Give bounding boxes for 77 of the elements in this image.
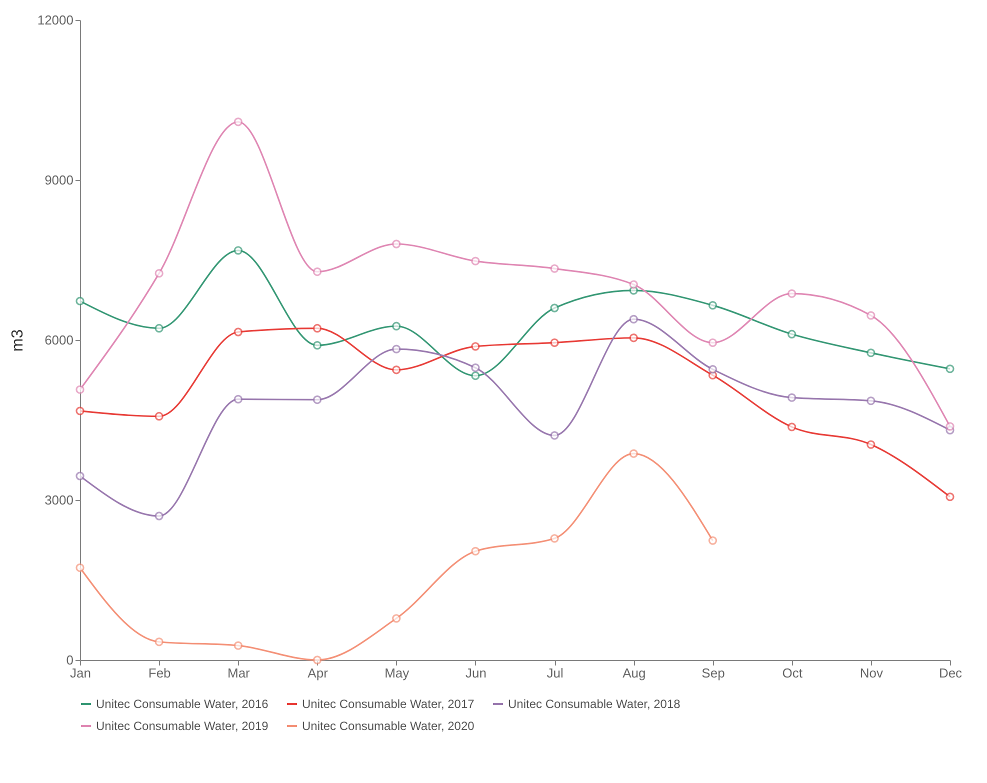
point <box>392 366 401 374</box>
point <box>708 338 718 347</box>
point <box>154 412 164 421</box>
point <box>312 656 322 664</box>
point <box>234 118 243 126</box>
point <box>154 512 164 520</box>
point <box>866 440 876 449</box>
point <box>946 492 954 502</box>
point <box>234 641 243 650</box>
point <box>866 396 876 406</box>
legend-label: Unitec Consumable Water, 2016 <box>96 697 269 711</box>
point <box>946 422 954 431</box>
point <box>392 322 401 330</box>
x-tick-label: Jul <box>546 666 564 680</box>
point <box>550 304 559 312</box>
x-tick-label: Jun <box>465 666 486 680</box>
legend-label: Unitec Consumable Water, 2019 <box>96 719 269 733</box>
point <box>866 348 876 358</box>
point <box>550 431 559 440</box>
point <box>392 614 401 623</box>
point <box>154 269 164 278</box>
x-tick-label: Dec <box>938 666 963 680</box>
y-axis-title: m3 <box>9 329 26 352</box>
point <box>946 364 954 374</box>
point <box>787 330 796 338</box>
point <box>787 422 796 432</box>
point <box>312 395 322 404</box>
point <box>708 301 718 310</box>
y-tick-label: 12000 <box>37 12 74 28</box>
point <box>550 534 559 543</box>
point <box>550 264 559 273</box>
point <box>708 536 718 545</box>
y-tick-label: 9000 <box>44 172 74 188</box>
point <box>392 344 401 354</box>
point <box>629 449 638 458</box>
point <box>392 240 401 248</box>
point <box>471 371 480 380</box>
y-tick-label: 3000 <box>44 492 74 508</box>
point <box>76 563 84 572</box>
point <box>471 363 480 372</box>
point <box>312 324 322 333</box>
point <box>234 246 243 255</box>
legend-label: Unitec Consumable Water, 2018 <box>508 697 681 711</box>
point <box>550 338 559 347</box>
point <box>76 385 84 394</box>
point <box>629 314 638 324</box>
x-tick-label: Sep <box>702 666 725 680</box>
x-tick-label: Aug <box>622 666 646 680</box>
point <box>76 472 84 480</box>
point <box>312 341 322 350</box>
point <box>234 394 243 404</box>
x-tick-label: May <box>384 666 410 680</box>
x-tick-label: Oct <box>782 666 803 680</box>
point <box>708 365 718 374</box>
point <box>866 311 876 320</box>
x-tick-label: Mar <box>227 666 251 680</box>
point <box>76 406 84 416</box>
y-tick-label: 0 <box>66 652 74 668</box>
point <box>629 334 638 342</box>
point <box>471 546 480 556</box>
point <box>471 342 480 351</box>
point <box>471 256 480 266</box>
x-tick-label: Jan <box>70 666 91 680</box>
x-tick-label: Apr <box>308 666 329 680</box>
point <box>312 267 322 276</box>
legend-label: Unitec Consumable Water, 2020 <box>302 719 475 733</box>
point <box>787 289 796 298</box>
x-tick-label: Feb <box>148 666 171 680</box>
point <box>154 324 164 333</box>
point <box>234 328 243 336</box>
point <box>629 280 638 289</box>
point <box>76 296 84 306</box>
point <box>154 638 164 646</box>
legend-label: Unitec Consumable Water, 2017 <box>302 697 475 711</box>
x-tick-label: Nov <box>860 666 884 680</box>
y-tick-label: 6000 <box>44 332 74 348</box>
point <box>787 393 796 402</box>
